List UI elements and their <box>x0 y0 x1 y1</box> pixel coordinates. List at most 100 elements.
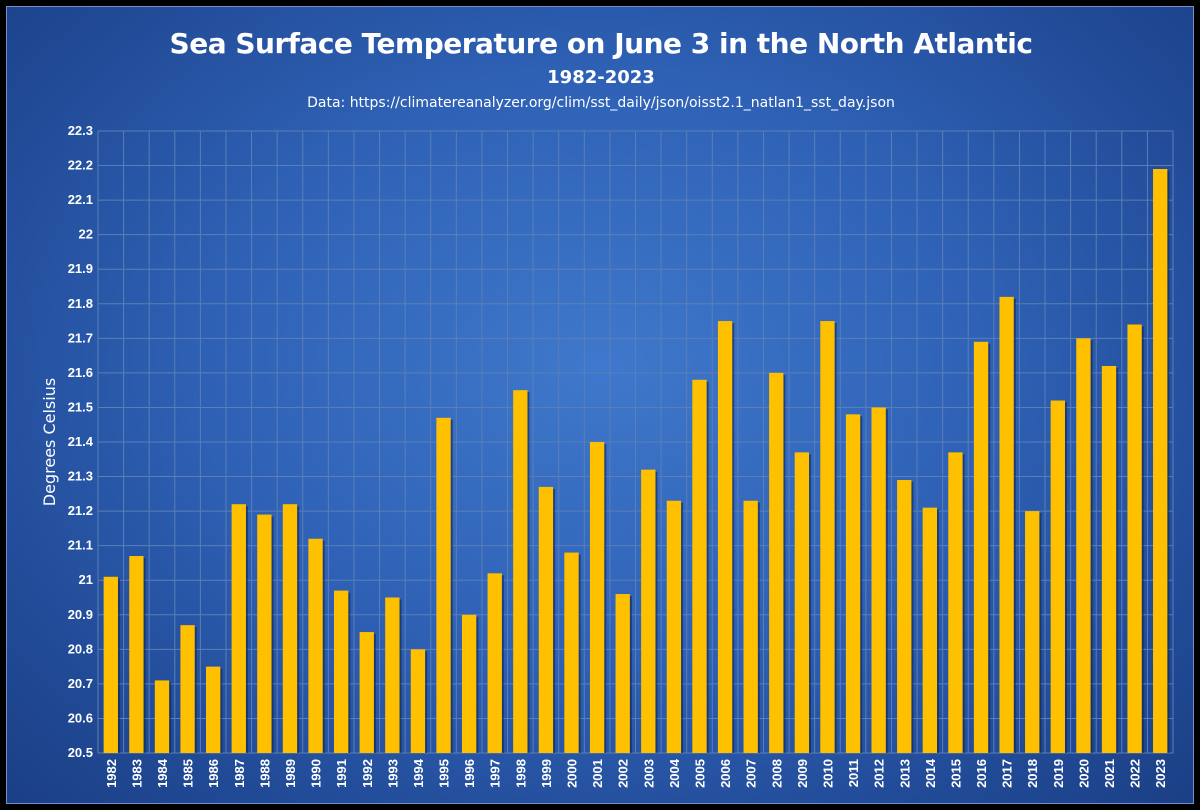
x-tick-label: 1994 <box>411 758 426 788</box>
x-tick-label: 1989 <box>283 759 298 788</box>
y-tick-label: 21.9 <box>68 261 93 276</box>
bar <box>461 614 477 753</box>
x-tick-label: 1992 <box>360 759 375 788</box>
bar <box>692 379 707 753</box>
y-tick-label: 20.9 <box>68 607 93 622</box>
bar <box>410 649 426 753</box>
bar <box>769 372 784 753</box>
bar <box>1025 511 1040 753</box>
bar <box>180 625 195 753</box>
x-tick-label: 1988 <box>257 759 272 788</box>
bar <box>589 442 605 753</box>
x-tick-label: 2001 <box>590 759 605 788</box>
x-tick-label: 2016 <box>974 759 989 788</box>
x-tick-label: 1991 <box>334 759 349 788</box>
bar <box>973 341 989 753</box>
bar <box>1050 400 1065 753</box>
x-tick-label: 1987 <box>232 759 247 788</box>
bar <box>871 407 886 753</box>
chart-subtitle: 1982-2023 <box>547 67 655 88</box>
bar <box>333 590 349 753</box>
x-tick-label: 2006 <box>718 759 733 788</box>
bar <box>282 504 298 753</box>
x-tick-label: 2020 <box>1076 759 1091 788</box>
bar <box>948 452 963 753</box>
bar <box>717 321 733 753</box>
x-tick-label: 2015 <box>948 759 963 788</box>
x-tick-label: 1983 <box>129 759 144 788</box>
x-tick-label: 1982 <box>104 759 119 788</box>
x-tick-label: 2023 <box>1153 759 1168 788</box>
y-tick-label: 20.7 <box>68 676 93 691</box>
x-tick-label: 2011 <box>846 759 861 787</box>
y-tick-label: 22 <box>79 227 93 242</box>
x-tick-label: 2004 <box>667 758 682 788</box>
x-tick-label: 1993 <box>385 759 400 788</box>
bar <box>897 480 912 753</box>
bar <box>564 552 579 753</box>
bar <box>513 390 528 753</box>
x-tick-label: 1986 <box>206 759 221 788</box>
x-tick-label: 1996 <box>462 759 477 788</box>
bar <box>436 417 451 753</box>
x-tick-label: 2009 <box>795 759 810 788</box>
chart-frame: Sea Surface Temperature on June 3 in the… <box>6 6 1194 804</box>
y-axis-title: Degrees Celsius <box>40 378 59 506</box>
y-tick-label: 21.6 <box>68 365 93 380</box>
bar <box>359 632 374 753</box>
x-tick-label: 1984 <box>155 758 170 788</box>
y-tick-label: 21.3 <box>68 469 93 484</box>
x-tick-label: 2013 <box>897 759 912 788</box>
bar <box>794 452 810 753</box>
bar <box>743 500 758 753</box>
y-tick-label: 22.3 <box>68 123 93 138</box>
y-tick-label: 22.2 <box>68 158 93 173</box>
bar <box>1076 338 1091 753</box>
bar <box>1153 169 1168 753</box>
y-tick-label: 21.2 <box>68 503 93 518</box>
x-tick-label: 2007 <box>744 759 759 788</box>
y-tick-label: 21.4 <box>68 434 94 449</box>
bar <box>129 556 144 753</box>
x-tick-label: 2019 <box>1051 759 1066 788</box>
y-tick-label: 22.1 <box>68 192 93 207</box>
bar <box>206 666 221 753</box>
bar <box>385 597 400 753</box>
bar <box>666 500 682 753</box>
x-tick-label: 1995 <box>437 759 452 788</box>
chart-title: Sea Surface Temperature on June 3 in the… <box>169 27 1033 60</box>
x-tick-label: 2003 <box>641 759 656 788</box>
y-tick-label: 21.8 <box>68 296 93 311</box>
x-tick-label: 2022 <box>1128 759 1143 788</box>
bar <box>308 538 323 753</box>
bar <box>538 486 554 753</box>
bar <box>922 507 938 753</box>
y-tick-label: 20.6 <box>68 710 93 725</box>
x-tick-label: 1999 <box>539 759 554 788</box>
bar <box>615 594 630 753</box>
x-tick-label: 1997 <box>488 759 503 788</box>
x-tick-label: 2017 <box>1000 759 1015 788</box>
x-tick-label: 2002 <box>616 759 631 788</box>
x-tick-label: 2018 <box>1025 759 1040 788</box>
x-tick-label: 2000 <box>565 759 580 788</box>
x-tick-label: 2021 <box>1102 759 1117 788</box>
bar <box>820 321 835 753</box>
x-tick-label: 2008 <box>769 759 784 788</box>
y-tick-label: 20.5 <box>68 745 93 760</box>
bar <box>257 514 272 753</box>
bar-chart: 20.5 20.6 20.7 20.8 20.9 21 21.1 21.2 21.3 21.4 21… <box>40 123 1174 788</box>
bar <box>999 296 1014 753</box>
bar <box>154 680 170 753</box>
bar <box>231 504 246 753</box>
bar <box>487 573 502 753</box>
bar <box>845 414 861 753</box>
bar <box>641 469 656 753</box>
bar <box>103 576 118 753</box>
bar <box>1127 324 1142 753</box>
y-tick-label: 21 <box>79 572 93 587</box>
x-tick-label: 1990 <box>309 759 324 788</box>
y-tick-label: 21.7 <box>68 330 93 345</box>
chart-source: Data: https://climatereanalyzer.org/clim… <box>307 95 895 111</box>
y-tick-label: 21.5 <box>68 399 93 414</box>
